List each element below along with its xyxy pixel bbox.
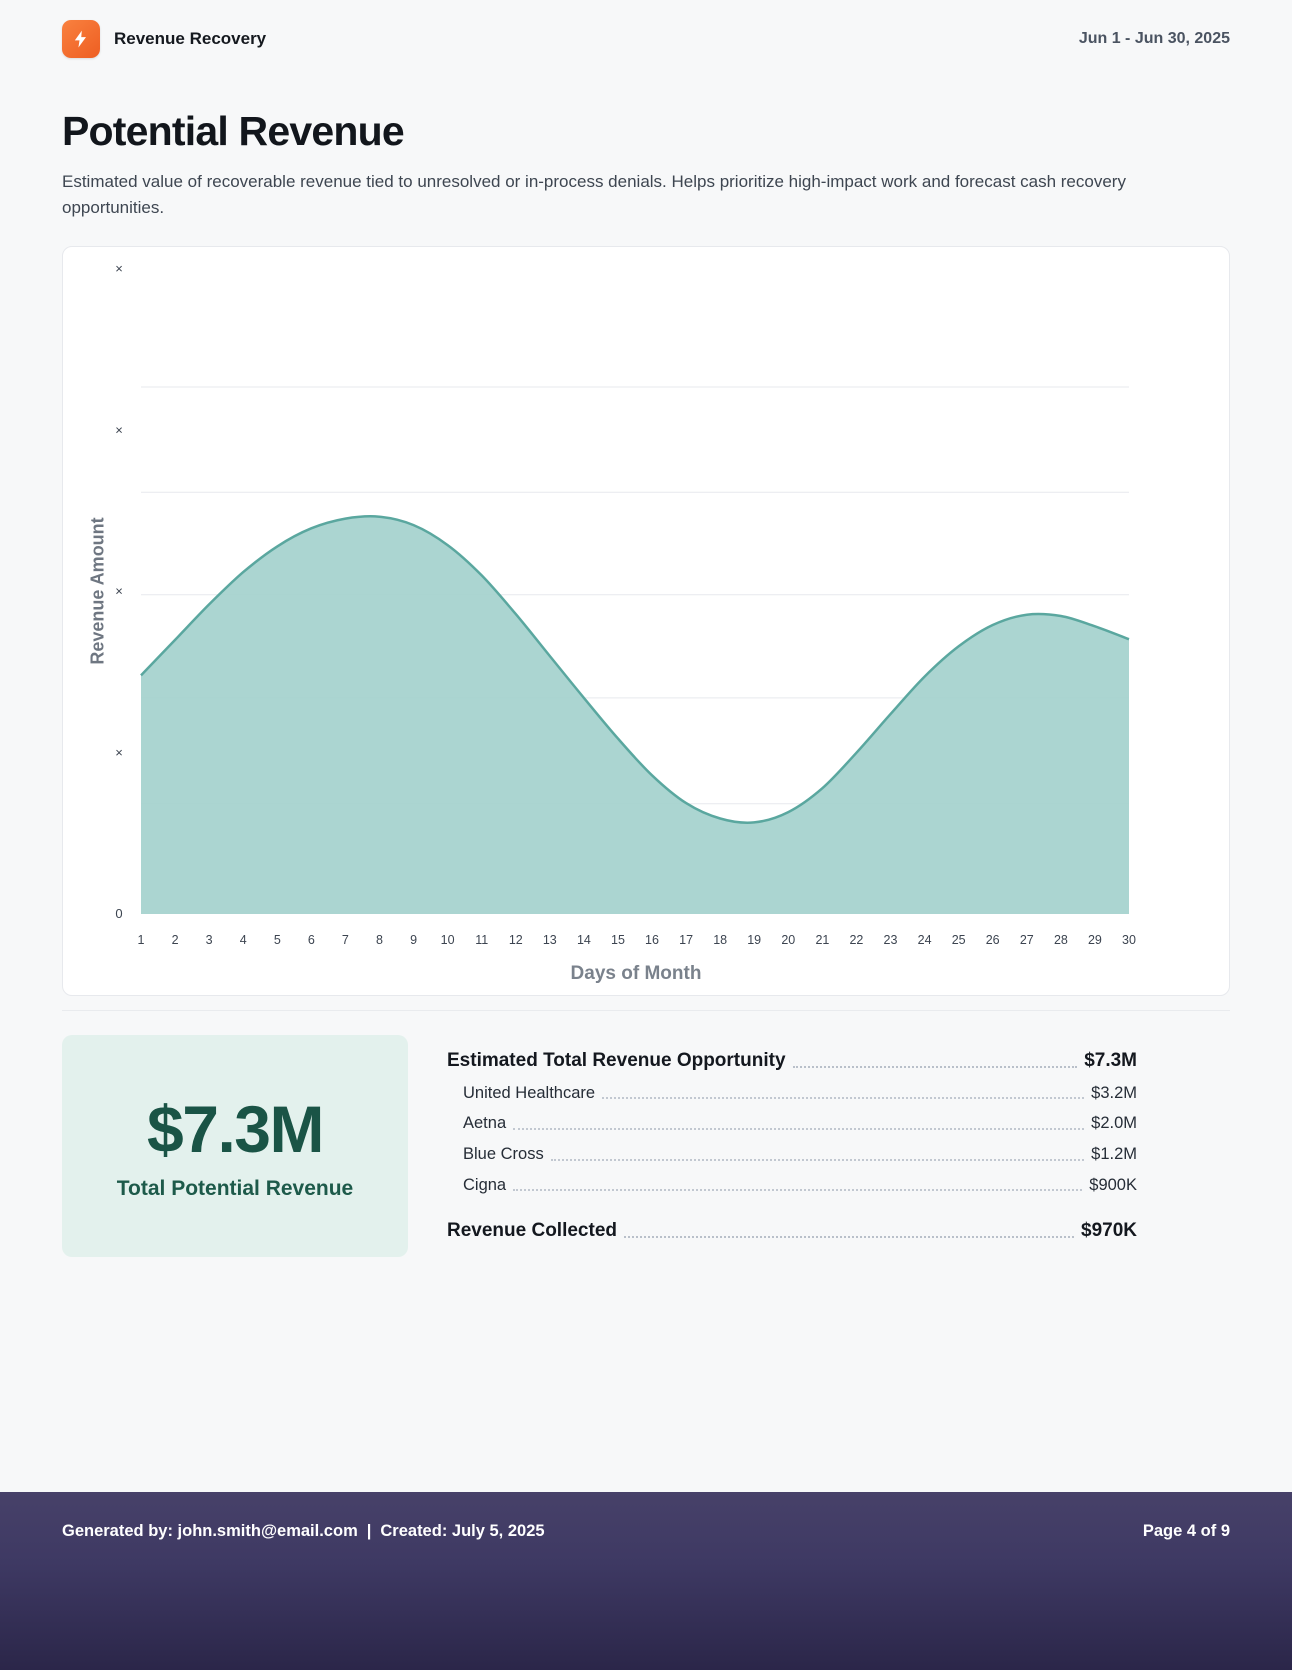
payer-label: Cigna [463,1175,507,1194]
section-divider [62,1010,1230,1011]
svg-text:28: 28 [1054,933,1068,947]
y-axis-label: Revenue Amount [87,517,108,665]
payer-label: Blue Cross [463,1145,544,1163]
svg-text:×: × [115,422,123,437]
breakdown-total-row: Estimated Total Revenue Opportunity $7.3… [447,1049,1137,1073]
dotted-leader [602,1097,1085,1100]
report-footer: Generated by: john.smith@email.com | Cre… [0,1492,1292,1670]
svg-text:22: 22 [849,933,863,947]
total-revenue-card: $7.3M Total Potential Revenue [62,1035,408,1257]
svg-text:7: 7 [342,933,349,947]
brand: Revenue Recovery [62,20,266,58]
footer-meta: Generated by: john.smith@email.com | Cre… [62,1522,545,1541]
lightning-icon [74,30,86,48]
svg-text:18: 18 [713,933,727,947]
payer-label: Aetna [463,1114,507,1133]
dotted-leader [513,1189,1083,1192]
created-date: Created: July 5, 2025 [380,1522,545,1540]
app-logo [62,20,100,58]
chart-card: × × × × 0 1 2 3 4 5 6 7 8 9 10 11 12 13 14 15 16 17 18 19 20 21 22… [62,246,1230,996]
date-range: Jun 1 - Jun 30, 2025 [1078,30,1230,47]
page-description: Estimated value of recoverable revenue t… [62,172,1126,217]
svg-text:6: 6 [308,933,315,947]
revenue-collected-value: $970K [1081,1220,1137,1242]
svg-text:21: 21 [815,933,829,947]
svg-text:×: × [115,584,123,599]
svg-text:16: 16 [645,933,659,947]
revenue-collected-row: Revenue Collected $970K [447,1219,1137,1243]
dotted-leader [550,1158,1085,1161]
svg-text:20: 20 [781,933,795,947]
page-title: Potential Revenue [62,108,405,154]
svg-text:10: 10 [441,933,455,947]
svg-text:24: 24 [918,933,932,947]
svg-text:0: 0 [115,906,122,921]
payer-row: Blue Cross $1.2M [447,1144,1137,1165]
payer-value: $2.0M [1091,1114,1137,1133]
payer-row: Cigna $900K [447,1175,1137,1196]
svg-text:1: 1 [138,933,145,947]
breakdown-total-label: Estimated Total Revenue Opportunity [447,1050,786,1071]
svg-text:30: 30 [1122,933,1136,947]
svg-text:26: 26 [986,933,1000,947]
svg-text:2: 2 [172,933,179,947]
breakdown-total-value: $7.3M [1084,1050,1137,1071]
page-number: Page 4 of 9 [1142,1522,1230,1540]
payer-row: United Healthcare $3.2M [447,1083,1137,1104]
svg-text:23: 23 [884,933,898,947]
payer-row: Aetna $2.0M [447,1113,1137,1134]
svg-text:14: 14 [577,933,591,947]
footer-separator: | [366,1522,372,1540]
svg-text:5: 5 [274,933,281,947]
svg-text:15: 15 [611,933,625,947]
dotted-leader [513,1128,1085,1130]
svg-text:4: 4 [240,933,247,947]
svg-text:25: 25 [952,933,966,947]
generated-by: Generated by: john.smith@email.com [62,1522,358,1540]
payer-value: $1.2M [1091,1145,1137,1163]
svg-text:12: 12 [509,933,523,947]
svg-text:9: 9 [410,933,417,947]
payer-label: United Healthcare [463,1083,596,1102]
revenue-breakdown: Estimated Total Revenue Opportunity $7.3… [447,1035,1230,1257]
svg-text:×: × [115,261,123,276]
revenue-collected-label: Revenue Collected [447,1220,617,1242]
svg-text:13: 13 [543,933,557,947]
svg-text:17: 17 [679,933,693,947]
svg-text:11: 11 [475,933,488,947]
svg-text:×: × [115,745,123,760]
report-header: Revenue Recovery Jun 1 - Jun 30, 2025 [62,0,1230,58]
revenue-area-chart: ××××01 2 3 4 5 6 7 8 9 10 11 12 13 14 15 16 17 18 19 20 21 22… [115,261,1136,947]
svg-text:3: 3 [206,933,213,947]
svg-text:27: 27 [1020,933,1034,947]
payer-value: $900K [1089,1175,1137,1194]
svg-text:19: 19 [747,933,761,947]
total-revenue-value: $7.3M [147,1092,324,1166]
dotted-leader [792,1065,1078,1068]
app-name: Revenue Recovery [114,29,267,48]
dotted-leader [624,1236,1074,1238]
summary-section: $7.3M Total Potential Revenue Estimated … [62,1035,1230,1257]
total-revenue-label: Total Potential Revenue [116,1177,354,1200]
svg-text:8: 8 [376,933,383,947]
report-page: Revenue Recovery Jun 1 - Jun 30, 2025 Po… [62,0,1230,1257]
payer-value: $3.2M [1091,1083,1137,1102]
x-axis-label: Days of Month [570,963,702,984]
svg-text:29: 29 [1088,933,1102,947]
